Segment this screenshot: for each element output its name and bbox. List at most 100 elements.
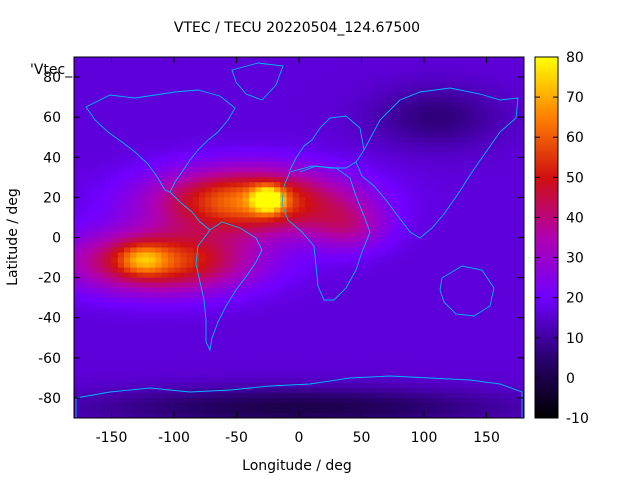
- heat-cell: [267, 307, 275, 314]
- heat-cell: [480, 397, 488, 404]
- heat-cell: [286, 137, 294, 143]
- heat-cell: [411, 322, 419, 329]
- heat-cell: [211, 332, 219, 339]
- heat-cell: [255, 87, 263, 93]
- heat-cell: [517, 147, 524, 153]
- heat-cell: [211, 317, 219, 324]
- heat-cell: [317, 377, 325, 384]
- heat-cell: [286, 372, 294, 379]
- heat-cell: [361, 342, 369, 349]
- heat-cell: [242, 137, 250, 143]
- heat-cell: [92, 122, 100, 128]
- heat-cell: [292, 207, 300, 214]
- heat-cell: [267, 392, 275, 399]
- heat-cell: [74, 332, 81, 339]
- heat-cell: [486, 97, 494, 103]
- heat-cell: [467, 372, 475, 379]
- heat-cell: [461, 382, 469, 389]
- heat-cell: [367, 337, 375, 344]
- heat-cell: [455, 92, 463, 98]
- heat-cell: [511, 82, 519, 88]
- heat-cell: [361, 192, 369, 198]
- heat-cell: [517, 302, 524, 309]
- heat-cell: [336, 207, 344, 214]
- heat-cell: [124, 297, 131, 304]
- heat-cell: [380, 102, 388, 108]
- heat-cell: [255, 127, 263, 133]
- heat-cell: [199, 82, 206, 88]
- heat-cell: [311, 237, 319, 244]
- heat-cell: [386, 337, 394, 344]
- heat-cell: [486, 332, 494, 339]
- heat-cell: [411, 197, 419, 203]
- heat-cell: [380, 347, 388, 354]
- heat-cell: [442, 277, 450, 284]
- heat-cell: [449, 242, 456, 249]
- heat-cell: [149, 157, 156, 163]
- heat-cell: [436, 102, 444, 108]
- heat-cell: [86, 197, 94, 203]
- heat-cell: [111, 172, 119, 178]
- heat-cell: [311, 157, 319, 163]
- heat-cell: [180, 342, 188, 349]
- heat-cell: [467, 177, 475, 183]
- heat-cell: [80, 232, 88, 239]
- heat-cell: [105, 122, 113, 128]
- heat-cell: [511, 342, 519, 349]
- heat-cell: [355, 172, 363, 178]
- heat-cell: [474, 177, 481, 183]
- heat-cell: [192, 232, 200, 239]
- heat-cell: [211, 347, 219, 354]
- heat-cell: [386, 362, 394, 369]
- heat-cell: [367, 117, 375, 123]
- heat-cell: [136, 137, 144, 143]
- heat-cell: [217, 297, 225, 304]
- heat-cell: [211, 322, 219, 329]
- heat-cell: [292, 312, 300, 319]
- heat-cell: [92, 102, 100, 108]
- heat-cell: [317, 167, 325, 173]
- heat-cell: [92, 257, 100, 264]
- heat-cell: [467, 167, 475, 173]
- heat-cell: [317, 187, 325, 193]
- heat-cell: [105, 207, 113, 214]
- heat-cell: [474, 117, 481, 123]
- heat-cell: [299, 262, 306, 269]
- heat-cell: [155, 402, 163, 409]
- heat-cell: [311, 102, 319, 108]
- heat-cell: [236, 162, 244, 168]
- heat-cell: [249, 197, 256, 203]
- heat-cell: [74, 272, 81, 279]
- heat-cell: [261, 77, 269, 83]
- heat-cell: [117, 227, 125, 234]
- heat-cell: [255, 97, 263, 103]
- heat-cell: [161, 202, 169, 209]
- heat-cell: [186, 172, 194, 178]
- heat-cell: [455, 202, 463, 209]
- heat-cell: [86, 262, 94, 269]
- heat-cell: [474, 147, 481, 153]
- heat-cell: [236, 152, 244, 158]
- heat-cell: [417, 182, 425, 188]
- heat-cell: [124, 72, 131, 78]
- heat-cell: [217, 267, 225, 274]
- heat-cell: [180, 147, 188, 153]
- heat-cell: [442, 247, 450, 254]
- heat-cell: [517, 317, 524, 324]
- heat-cell: [430, 132, 438, 138]
- heat-cell: [199, 217, 206, 224]
- heat-cell: [480, 342, 488, 349]
- heat-cell: [486, 202, 494, 209]
- heat-cell: [430, 267, 438, 274]
- heat-cell: [361, 352, 369, 359]
- heat-cell: [324, 182, 331, 188]
- heat-cell: [249, 207, 256, 214]
- heat-cell: [367, 137, 375, 143]
- heat-cell: [86, 107, 94, 113]
- heat-cell: [492, 262, 500, 269]
- heat-cell: [199, 332, 206, 339]
- heat-cell: [505, 252, 513, 259]
- heat-cell: [380, 377, 388, 384]
- heat-cell: [399, 357, 406, 364]
- heat-cell: [236, 197, 244, 203]
